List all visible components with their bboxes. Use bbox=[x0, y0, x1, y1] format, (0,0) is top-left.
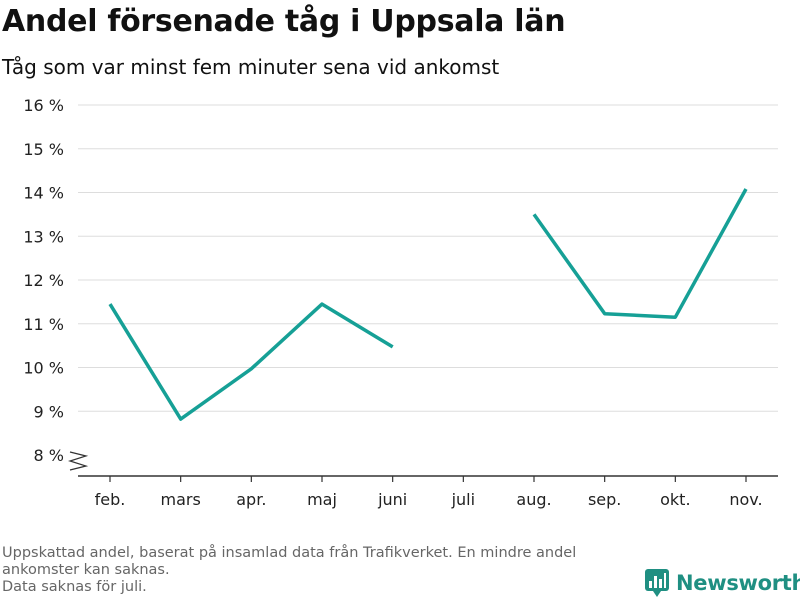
y-tick-label: 13 % bbox=[23, 227, 64, 246]
bar-chart-logo-icon bbox=[645, 569, 669, 597]
line-chart: 8 % 9 % 10 % 11 % 12 % 13 % 14 % 15 % 16 % feb. m… bbox=[23, 96, 778, 509]
chart-notes: Uppskattad andel, baserat på insamlad da… bbox=[2, 545, 642, 596]
y-tick-label: 9 % bbox=[34, 402, 64, 421]
x-axis-ticks: feb. mars apr. maj juni juli aug. sep. okt. nov. bbox=[95, 476, 763, 509]
brand-name: Newsworthy bbox=[676, 571, 800, 595]
note-estimate: Uppskattad andel, baserat på insamlad da… bbox=[2, 545, 577, 578]
brand-logo: Newsworthy bbox=[644, 568, 800, 598]
series-line-segment bbox=[108, 302, 394, 421]
series-lines bbox=[108, 188, 748, 421]
x-tick-label: apr. bbox=[236, 490, 266, 509]
y-axis-ticks: 8 % 9 % 10 % 11 % 12 % 13 % 14 % 15 % 16 % bbox=[23, 96, 64, 465]
y-tick-label: 8 % bbox=[34, 446, 64, 465]
y-tick-label: 10 % bbox=[23, 359, 64, 378]
series-line-segment bbox=[532, 188, 748, 319]
x-tick-label: feb. bbox=[95, 490, 126, 509]
chart-title: Andel försenade tåg i Uppsala län bbox=[2, 4, 566, 39]
chart-subtitle: Tåg som var minst fem minuter sena vid a… bbox=[2, 55, 500, 79]
x-tick-label: nov. bbox=[729, 490, 762, 509]
x-tick-label: okt. bbox=[660, 490, 690, 509]
x-tick-label: juli bbox=[451, 490, 475, 509]
y-tick-label: 12 % bbox=[23, 271, 64, 290]
grid-lines bbox=[78, 104, 778, 412]
x-tick-label: maj bbox=[307, 490, 337, 509]
y-tick-label: 16 % bbox=[23, 96, 64, 115]
x-tick-label: mars bbox=[161, 490, 201, 509]
y-tick-label: 11 % bbox=[23, 315, 64, 334]
y-tick-label: 15 % bbox=[23, 140, 64, 159]
x-tick-label: aug. bbox=[516, 490, 551, 509]
x-tick-label: juni bbox=[377, 490, 407, 509]
note-missing-data: Data saknas för juli. bbox=[2, 579, 147, 595]
axis-break-zigzag bbox=[67, 451, 89, 471]
y-tick-label: 14 % bbox=[23, 184, 64, 203]
x-tick-label: sep. bbox=[588, 490, 621, 509]
axis-break-icon bbox=[67, 451, 89, 471]
